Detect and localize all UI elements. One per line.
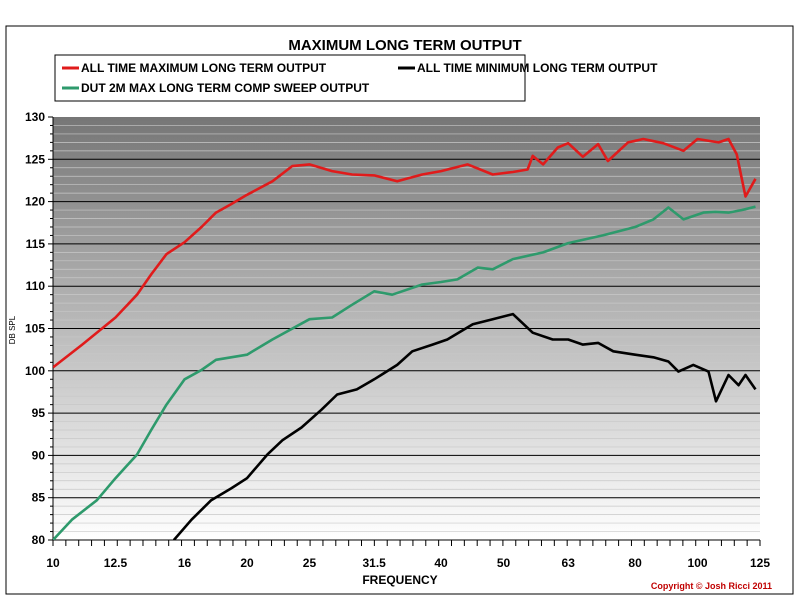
- x-tick-label: 50: [497, 556, 511, 570]
- x-tick-label: 12.5: [104, 556, 128, 570]
- y-tick-label: 85: [32, 491, 46, 505]
- x-tick-label: 80: [628, 556, 642, 570]
- x-tick-label: 25: [303, 556, 317, 570]
- y-tick-label: 105: [25, 322, 45, 336]
- x-tick-label: 31.5: [363, 556, 387, 570]
- x-tick-label: 20: [240, 556, 254, 570]
- y-tick-label: 110: [26, 279, 46, 293]
- y-axis-label: DB SPL: [8, 315, 17, 344]
- chart-title: MAXIMUM LONG TERM OUTPUT: [288, 37, 521, 54]
- legend: ALL TIME MAXIMUM LONG TERM OUTPUT ALL TIM…: [54, 54, 658, 102]
- legend-box: [54, 54, 526, 102]
- y-tick-label: 80: [32, 533, 46, 547]
- x-tick-label: 10: [46, 556, 60, 570]
- x-tick-label: 125: [750, 556, 770, 570]
- y-tick-label: 95: [32, 406, 46, 420]
- x-tick-label: 100: [688, 556, 708, 570]
- series-line-0: [53, 137, 757, 369]
- series-line-1: [172, 312, 757, 540]
- y-tick-label: 125: [25, 152, 45, 166]
- y-tick-label: 120: [25, 195, 45, 209]
- copyright: Copyright © Josh Ricci 2011: [651, 581, 772, 591]
- legend-label: DUT 2M MAX LONG TERM COMP SWEEP OUTPUT: [81, 81, 370, 95]
- y-tick-label: 100: [25, 364, 45, 378]
- legend-label: ALL TIME MAXIMUM LONG TERM OUTPUT: [81, 61, 327, 75]
- y-tick-label: 90: [32, 448, 46, 462]
- x-tick-label: 63: [562, 556, 576, 570]
- y-tick-label: 115: [26, 237, 46, 251]
- x-tick-label: 40: [434, 556, 448, 570]
- legend-label: ALL TIME MINIMUM LONG TERM OUTPUT: [417, 61, 658, 75]
- x-tick-label: 16: [178, 556, 192, 570]
- y-tick-label: 130: [25, 110, 45, 124]
- series-line-2: [53, 205, 756, 540]
- x-axis-label: FREQUENCY: [362, 573, 437, 587]
